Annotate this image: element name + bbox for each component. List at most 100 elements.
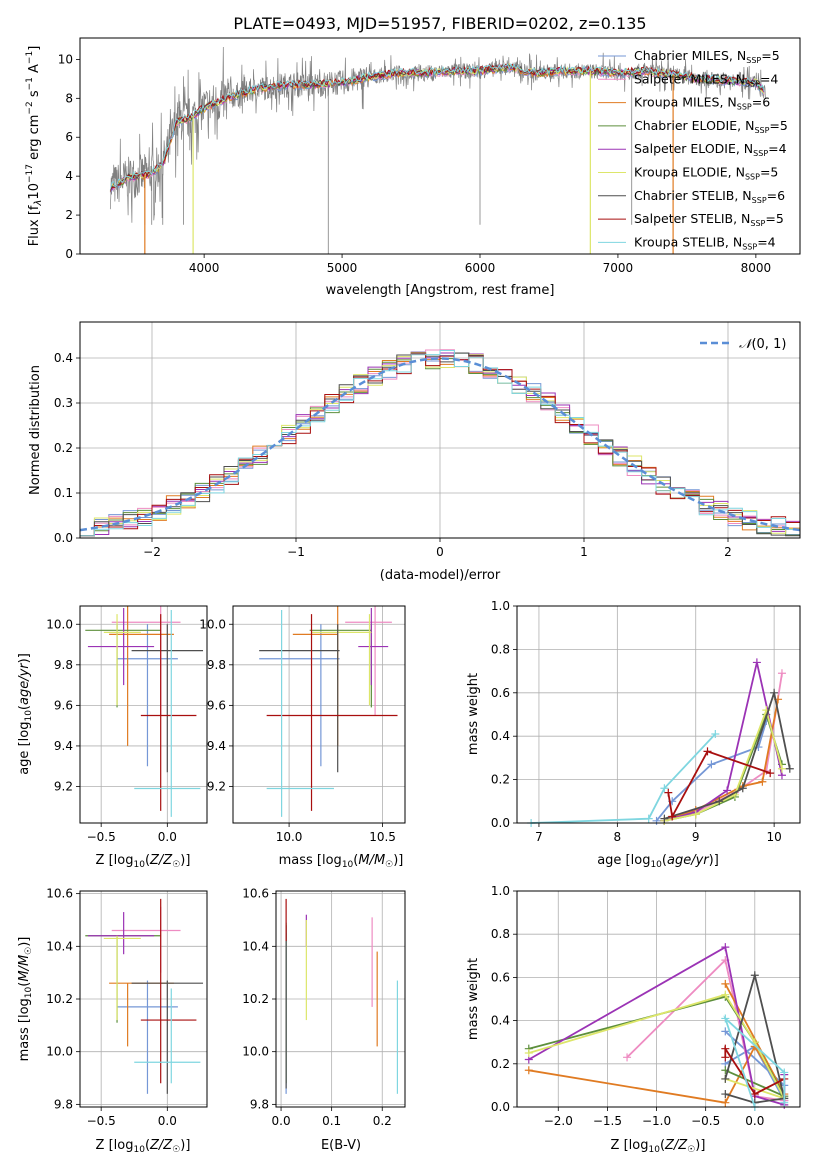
errorbar-series xyxy=(85,606,204,817)
x-tick-label: 1 xyxy=(580,545,588,559)
z-weight-plot-area: −2.0 −1.5 −1.0 −0.5 0.0 0.0 0.2 0.4 0.6 0.8 1.0 xyxy=(491,884,800,1128)
residuals-legend: 𝒩(0, 1) xyxy=(700,337,786,352)
weight-marker xyxy=(660,814,669,823)
legend-label: Salpeter MILES, NSSP=4 xyxy=(634,71,778,88)
y-tick-label: 2 xyxy=(65,208,73,222)
x-tick-label: 0.0 xyxy=(158,830,177,844)
weight-marker xyxy=(703,747,712,756)
y-tick-label: 8 xyxy=(65,91,73,105)
mass-age-panel: 10.0 10.5 9.2 9.4 9.6 9.8 10.0 mass [log10(M/M… xyxy=(199,605,406,870)
legend-label: Chabrier MILES, NSSP=5 xyxy=(634,48,780,65)
weight-line-salpeter-stelib xyxy=(667,750,771,820)
x-tick-label: 5000 xyxy=(327,261,358,275)
z-weight-x-label: Z [log10(Z/Z☉)] xyxy=(611,1138,706,1155)
spectrum-x-label: wavelength [Angstrom, rest frame] xyxy=(326,283,555,298)
weight-marker xyxy=(770,688,779,697)
legend-label: Chabrier STELIB, NSSP=6 xyxy=(634,188,785,205)
weight-marker xyxy=(721,943,730,952)
x-tick-label: −1 xyxy=(287,545,305,559)
x-tick-label: 0.1 xyxy=(322,1114,341,1128)
x-tick-label: −0.5 xyxy=(87,830,116,844)
y-tick-label: 9.6 xyxy=(207,698,226,712)
x-tick-label: −2.0 xyxy=(544,1114,573,1128)
x-tick-label: 2 xyxy=(724,545,732,559)
x-tick-label: −1.0 xyxy=(642,1114,671,1128)
x-tick-label: 0.0 xyxy=(745,1114,764,1128)
y-tick-label: 0.3 xyxy=(54,396,73,410)
y-tick-label: 10.2 xyxy=(46,992,73,1006)
weight-marker xyxy=(668,812,677,821)
weight-marker xyxy=(715,797,724,806)
age-weight-axes-frame xyxy=(516,605,801,824)
residuals-plot-area: −2 −1 0 1 2 0.0 0.1 0.2 0.3 0.4 xyxy=(54,322,800,559)
y-tick-label: 0 xyxy=(65,247,73,261)
weight-marker xyxy=(785,764,794,773)
y-tick-label: 9.4 xyxy=(207,739,226,753)
y-tick-label: 10.4 xyxy=(242,939,269,953)
legend-label: Kroupa ELODIE, NSSP=5 xyxy=(634,165,778,182)
x-tick-label: 8 xyxy=(614,830,622,844)
x-tick-label: 0.0 xyxy=(272,1114,291,1128)
spectrum-panel: 4000 5000 6000 7000 8000 0 2 4 6 8 10 wavelength [… xyxy=(25,37,801,298)
ebv-mass-panel: 0.0 0.1 0.2 9.8 10.0 10.2 10.4 10.6 E(B-V) xyxy=(242,887,406,1153)
errorbar-series xyxy=(285,898,399,1094)
y-tick-label: 0.4 xyxy=(54,351,73,365)
z-weight-axes-frame xyxy=(516,890,801,1108)
x-tick-label: 9 xyxy=(692,830,700,844)
weight-marker xyxy=(777,669,786,678)
x-tick-label: −0.5 xyxy=(691,1114,720,1128)
weight-marker xyxy=(777,764,786,773)
weight-marker xyxy=(750,1090,759,1099)
y-tick-label: 6 xyxy=(65,130,73,144)
age-weight-plot-area: 7 8 9 10 0.0 0.2 0.4 0.6 0.8 1.0 xyxy=(491,599,800,844)
legend-label: Kroupa MILES, NSSP=6 xyxy=(634,95,770,112)
x-tick-label: 10.0 xyxy=(276,830,303,844)
x-tick-label: 0 xyxy=(436,545,444,559)
figure-title: PLATE=0493, MJD=51957, FIBERID=0202, z=0… xyxy=(233,14,646,33)
y-tick-label: 9.2 xyxy=(54,779,73,793)
y-tick-label: 10.0 xyxy=(46,1045,73,1059)
legend-label: Chabrier ELODIE, NSSP=5 xyxy=(634,118,788,135)
y-tick-label: 9.8 xyxy=(54,658,73,672)
x-tick-label: 6000 xyxy=(465,261,496,275)
weight-marker xyxy=(721,1053,730,1062)
weight-line-salpeter-stelib xyxy=(724,1045,785,1096)
errorbar-series xyxy=(259,606,398,817)
y-tick-label: 9.8 xyxy=(54,1097,73,1111)
weight-marker xyxy=(524,1049,533,1057)
z-weight-panel: −2.0 −1.5 −1.0 −0.5 0.0 0.0 0.2 0.4 0.6 0.8 1.0 Z … xyxy=(466,884,801,1155)
residual-histogram-kroupa-stelib xyxy=(80,349,800,537)
z-mass-x-label: Z [log10(Z/Z☉)] xyxy=(96,1138,191,1155)
weight-marker xyxy=(721,979,730,988)
x-tick-label: −2 xyxy=(143,545,161,559)
x-tick-label: 10.5 xyxy=(369,830,396,844)
errorbar-series xyxy=(85,898,204,1094)
y-tick-label: 10 xyxy=(58,52,73,66)
y-tick-label: 0.1 xyxy=(54,486,73,500)
y-tick-label: 10.6 xyxy=(242,887,269,901)
normal-legend-label-args: (0, 1) xyxy=(751,337,786,352)
y-tick-label: 0.2 xyxy=(491,773,510,787)
mass-age-x-label: mass [log10(M/M☉)] xyxy=(279,853,404,870)
mass-age-plot-area: 10.0 10.5 9.2 9.4 9.6 9.8 10.0 xyxy=(199,606,405,844)
weight-marker xyxy=(723,786,732,795)
weight-marker xyxy=(721,1074,730,1083)
residuals-x-label: (data-model)/error xyxy=(380,568,501,583)
y-tick-label: 0.4 xyxy=(491,1014,510,1028)
x-tick-label: 0.2 xyxy=(373,1114,392,1128)
y-tick-label: 0.8 xyxy=(491,927,510,941)
legend-label: Kroupa STELIB, NSSP=4 xyxy=(634,234,776,251)
mass-age-axes-frame xyxy=(232,605,406,824)
spectrum-axes-frame xyxy=(79,37,801,255)
y-tick-label: 9.4 xyxy=(54,739,73,753)
normal-distribution-curve xyxy=(80,357,800,532)
x-tick-label: −1.5 xyxy=(593,1114,622,1128)
weight-marker xyxy=(721,1098,730,1107)
y-tick-label: 0.2 xyxy=(54,441,73,455)
weight-marker xyxy=(623,1053,632,1062)
legend-label: Salpeter STELIB, NSSP=5 xyxy=(634,211,784,228)
spectrum-legend: Chabrier MILES, NSSP=5 Salpeter MILES, NS… xyxy=(598,48,788,251)
y-tick-label: 10.0 xyxy=(46,617,73,631)
weight-marker xyxy=(721,1044,730,1053)
